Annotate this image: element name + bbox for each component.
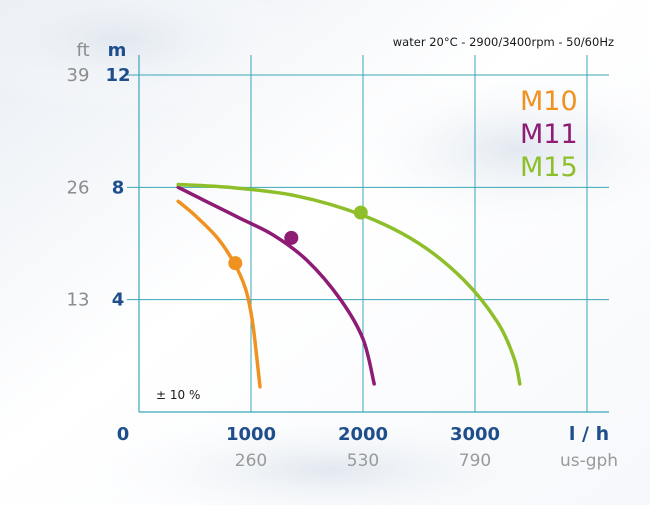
curve-m15 — [176, 182, 522, 386]
x-origin-label: 0 — [117, 424, 130, 445]
x-tick-label-secondary-2: 530 — [347, 451, 379, 471]
x-tick-label-secondary-3: 790 — [459, 451, 491, 471]
tolerance-note: ± 10 % — [156, 388, 200, 402]
y-unit-secondary: ft — [76, 40, 89, 61]
marker-m15 — [353, 205, 368, 220]
y-tick-label-secondary-2: 26 — [67, 177, 90, 198]
marker-m11 — [284, 230, 299, 245]
axes — [138, 55, 609, 413]
x-tick-label-primary-1: 1000 — [226, 424, 276, 445]
series-curves — [176, 182, 522, 389]
curve-m11 — [176, 185, 376, 386]
marker-m10 — [228, 256, 243, 271]
y-tick-label-primary-3: 12 — [105, 65, 130, 86]
curve-m10 — [176, 199, 262, 389]
tick-labels: 1000 260 2000 530 3000 790 4 13 8 26 12 39 — [67, 65, 501, 471]
y-tick-label-secondary-1: 13 — [67, 290, 90, 311]
x-tick-label-primary-2: 2000 — [338, 424, 388, 445]
y-unit-primary: m — [108, 40, 127, 61]
y-tick-label-secondary-3: 39 — [67, 65, 90, 86]
chart-subtitle: water 20°C - 2900/3400rpm - 50/60Hz — [393, 35, 614, 49]
x-unit-secondary: us-gph — [560, 451, 618, 471]
x-tick-label-primary-3: 3000 — [450, 424, 500, 445]
y-tick-label-primary-1: 4 — [112, 290, 125, 311]
x-unit-primary: l / h — [569, 423, 609, 445]
legend-m11: M11 — [520, 119, 578, 150]
x-tick-label-secondary-1: 260 — [235, 451, 267, 471]
legend-m15: M15 — [520, 152, 578, 183]
legend-m10: M10 — [520, 86, 578, 117]
y-tick-label-primary-2: 8 — [112, 177, 125, 198]
